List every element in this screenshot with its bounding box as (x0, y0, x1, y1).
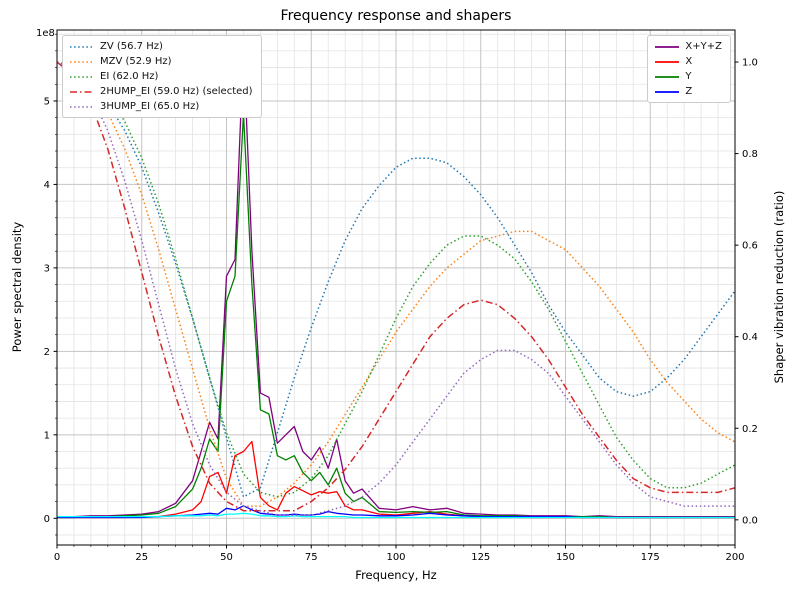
legend-line-sample-zv (70, 45, 94, 48)
legend-psd: X+Y+Z X Y Z (647, 35, 731, 103)
legend-item-z: Z (654, 85, 722, 98)
shaper-line-3hump-ei (56, 61, 735, 516)
legend-item-zv: ZV (56.7 Hz) (69, 40, 253, 53)
x-axis-label: Frequency, Hz (355, 568, 437, 582)
x-tick-label: 75 (305, 552, 318, 563)
legend-item-3hump-ei: 3HUMP_EI (65.0 Hz) (69, 100, 253, 113)
chart-title: Frequency response and shapers (280, 8, 512, 24)
shaper-line-mzv (56, 61, 736, 507)
y-right-tick-label: 0.0 (742, 515, 758, 526)
legend-line-sample-z (655, 90, 680, 93)
y-right-tick-label: 0.4 (742, 332, 758, 343)
legend-line-sample-ei (70, 75, 94, 78)
legend-label-3hump-ei: 3HUMP_EI (65.0 Hz) (100, 101, 200, 112)
y-left-tick-label: 4 (44, 180, 50, 191)
legend-line-sample-x (655, 60, 680, 63)
legend-line-sample-x-y-z (655, 45, 680, 48)
legend-item-x-y-z: X+Y+Z (654, 40, 722, 53)
y-left-tick-label: 1 (44, 430, 50, 441)
legend-label-zv: ZV (56.7 Hz) (100, 41, 163, 52)
y-right-tick-label: 0.2 (742, 424, 758, 435)
y-right-tick-label: 1.0 (742, 58, 758, 69)
legend-label-ei: EI (62.0 Hz) (100, 71, 159, 82)
legend-item-ei: EI (62.0 Hz) (69, 70, 253, 83)
psd-line-y (57, 112, 735, 519)
y-right-tick-label: 0.6 (742, 241, 758, 252)
psd-line-after-shaper (57, 512, 735, 519)
x-tick-label: 100 (386, 552, 405, 563)
x-tick-label: 150 (556, 552, 575, 563)
y-left-tick-label: 5 (44, 96, 50, 107)
legend-label-x: X (685, 56, 693, 67)
legend-line-sample-2hump-ei (70, 90, 94, 93)
legend-item-y: Y (654, 70, 722, 83)
x-tick-label: 125 (471, 552, 490, 563)
shaper-line-2hump-ei (56, 61, 736, 512)
x-tick-label: 50 (220, 552, 233, 563)
legend-item-x: X (654, 55, 722, 68)
y-left-tick-label: 0 (44, 514, 50, 525)
x-tick-label: 0 (54, 552, 60, 563)
legend-label-2hump-ei: 2HUMP_EI (59.0 Hz) (selected) (100, 86, 253, 97)
legend-label-y: Y (685, 71, 692, 82)
legend-item-2hump-ei: 2HUMP_EI (59.0 Hz) (selected) (69, 85, 253, 98)
legend-item-mzv: MZV (52.9 Hz) (69, 55, 253, 68)
legend-label-z: Z (685, 86, 693, 97)
y-left-tick-label: 2 (44, 347, 50, 358)
y-axis-offset-text: 1e8 (36, 28, 55, 39)
legend-line-sample-mzv (70, 60, 94, 63)
legend-label-mzv: MZV (52.9 Hz) (100, 56, 172, 67)
shaper-line-ei (56, 61, 736, 498)
x-tick-label: 200 (725, 552, 744, 563)
legend-label-x-y-z: X+Y+Z (685, 41, 722, 52)
x-tick-label: 175 (641, 552, 660, 563)
shaper-line-zv (56, 61, 736, 498)
x-tick-label: 25 (135, 552, 148, 563)
y-left-tick-label: 3 (44, 263, 50, 274)
legend-shapers: ZV (56.7 Hz) MZV (52.9 Hz) EI (62.0 Hz) 2HU… (62, 35, 262, 118)
legend-line-sample-3hump-ei (70, 105, 94, 108)
y-right-tick-label: 0.8 (742, 149, 758, 160)
legend-line-sample-y (655, 75, 680, 78)
